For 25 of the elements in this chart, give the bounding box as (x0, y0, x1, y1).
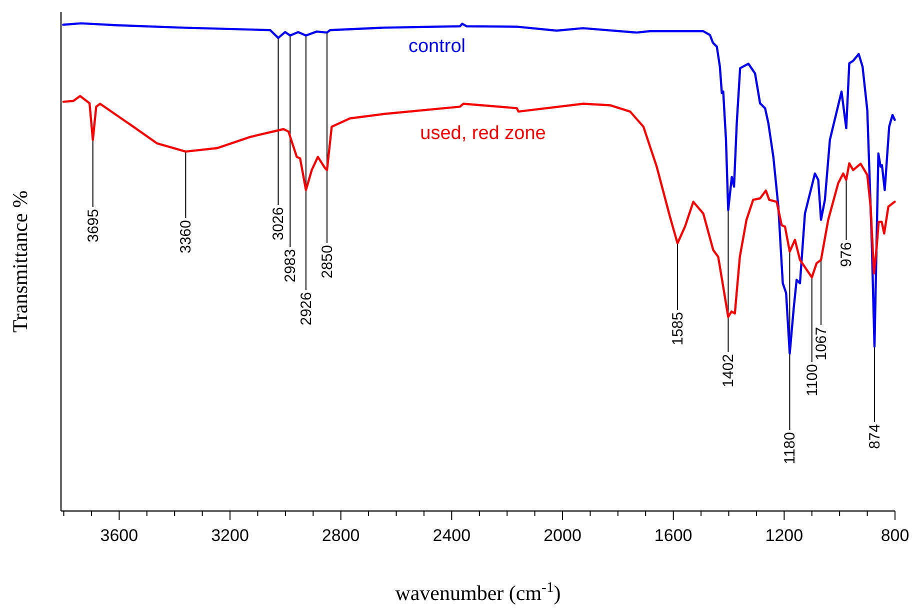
x-axis-title: wavenumber (cm$^{-1}$) (395, 580, 561, 605)
annotation: 874 (866, 424, 884, 450)
x-tick-label: 800 (880, 526, 910, 545)
y-axis-title: Transmittance % (8, 190, 32, 333)
series-label: control (408, 36, 466, 57)
annotation: 3360 (178, 220, 195, 254)
series-label: used, red zone (420, 123, 546, 144)
x-tick-label: 3200 (211, 526, 249, 545)
annotation: 3695 (84, 209, 102, 242)
x-tick-label: 3600 (100, 526, 138, 545)
annotation: 3026 (270, 207, 288, 240)
annotation: 976 (838, 242, 856, 268)
annotation: 2850 (318, 245, 336, 278)
annotation: 1067 (813, 327, 830, 360)
x-tick-label: 1200 (765, 526, 804, 545)
annotation: 1100 (804, 364, 821, 396)
annotation: 1180 (782, 432, 799, 464)
x-tick-label: 2000 (544, 526, 582, 545)
x-tick-label: 2400 (432, 526, 471, 545)
x-tick-label: 1600 (654, 526, 692, 545)
annotation: 2983 (282, 249, 300, 282)
annotation: 1402 (720, 354, 738, 388)
annotation: 1585 (669, 312, 686, 346)
annotation: 2926 (298, 292, 315, 326)
x-tick-label: 2800 (322, 526, 360, 545)
